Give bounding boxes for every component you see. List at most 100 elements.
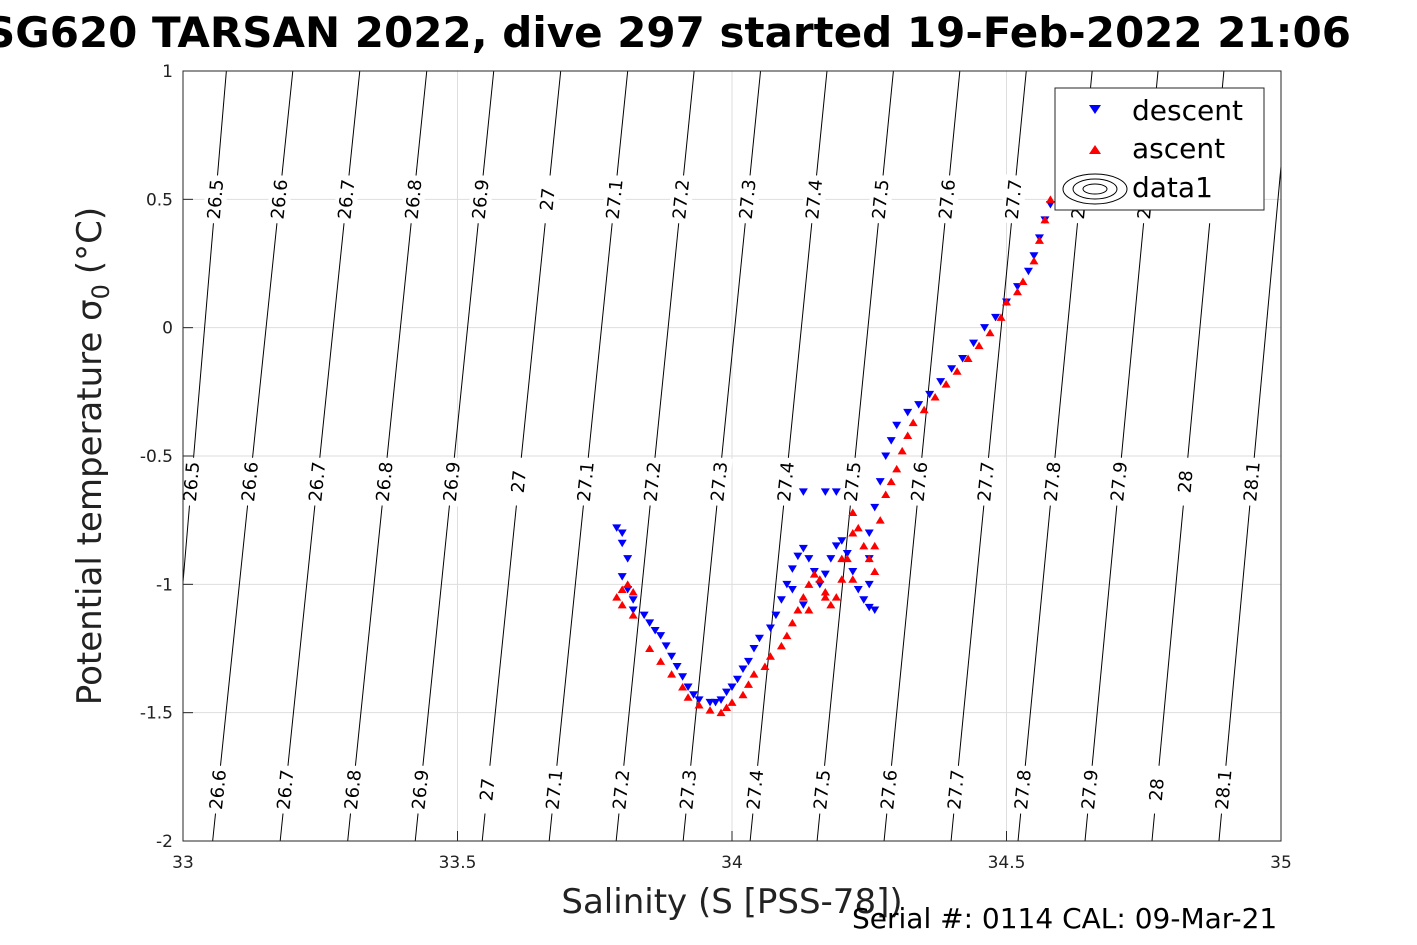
ascent-point xyxy=(1012,287,1022,296)
svg-text:26.8: 26.8 xyxy=(341,769,366,811)
isopycnal-label: 27.7 xyxy=(1000,174,1028,225)
descent-point xyxy=(881,452,891,460)
descent-point xyxy=(793,552,803,561)
isopycnal-contours: 26.5 26.5 26.6 26.6 26.6 26.7 26.7 26.7 26.8 26.8… xyxy=(178,71,1281,841)
isopycnal-label: 28 xyxy=(1172,456,1199,507)
svg-text:28.1: 28.1 xyxy=(1240,461,1265,503)
isopycnal-label: 26.6 xyxy=(204,764,232,815)
descent-point xyxy=(864,529,874,537)
y-tick-label: 1 xyxy=(162,62,173,82)
isopycnal-label: 27.9 xyxy=(1076,764,1104,815)
y-tick-label: 0 xyxy=(162,319,173,339)
descent-point xyxy=(716,696,726,704)
ascent-point xyxy=(782,631,792,640)
descent-point xyxy=(815,580,825,589)
ascent-point xyxy=(864,554,874,563)
svg-text:27.8: 27.8 xyxy=(1011,769,1036,811)
descent-point xyxy=(958,354,968,363)
isopycnal-label: 27.5 xyxy=(867,174,895,225)
ascent-point xyxy=(798,593,808,601)
descent-point xyxy=(722,688,732,697)
svg-text:27.1: 27.1 xyxy=(603,178,628,220)
descent-point xyxy=(837,537,847,545)
descent-point xyxy=(656,632,666,640)
svg-text:27.8: 27.8 xyxy=(1041,461,1066,503)
isopycnal-label: 28 xyxy=(1143,764,1170,815)
ascent-point xyxy=(985,328,995,337)
ascent-point xyxy=(683,693,693,701)
ascent-point xyxy=(974,341,984,350)
descent-point xyxy=(743,657,753,666)
svg-text:28: 28 xyxy=(1175,469,1198,494)
svg-text:26.7: 26.7 xyxy=(335,178,360,220)
ascent-point xyxy=(963,354,973,362)
svg-text:27.2: 27.2 xyxy=(641,461,666,503)
ascent-point xyxy=(996,313,1006,321)
isopycnal-label: 27.3 xyxy=(674,764,702,815)
isopycnal-label: 28.1 xyxy=(1238,456,1266,507)
ascent-point xyxy=(1045,195,1055,203)
isopycnal-label: 27.6 xyxy=(933,174,961,225)
svg-text:27: 27 xyxy=(476,777,499,802)
y-axis-label-unit: (°C) xyxy=(70,207,110,274)
ascent-point xyxy=(809,570,819,578)
isopycnal-label: 26.8 xyxy=(339,764,367,815)
isopycnal-label: 27.8 xyxy=(1039,456,1066,507)
descent-point xyxy=(623,555,633,563)
descent-point xyxy=(667,652,677,661)
ascent-point xyxy=(738,690,748,699)
ascent-point xyxy=(1018,277,1028,285)
svg-text:27.7: 27.7 xyxy=(944,769,969,811)
legend-ascent-marker xyxy=(1089,145,1101,154)
isopycnal-label: 26.5 xyxy=(178,456,205,507)
descent-point xyxy=(787,565,797,573)
ascent-point xyxy=(678,683,688,691)
isopycnal-label: 26.8 xyxy=(400,174,427,225)
isopycnal-label: 27.2 xyxy=(639,456,666,507)
descent-point xyxy=(798,544,808,553)
descent-point xyxy=(617,529,627,537)
svg-text:27.5: 27.5 xyxy=(869,178,894,220)
isopycnal-label: 27 xyxy=(534,174,562,225)
x-tick-label: 33.5 xyxy=(439,853,477,873)
isopycnal-label: 27 xyxy=(505,456,533,507)
ascent-point xyxy=(903,431,913,439)
svg-text:26.7: 26.7 xyxy=(305,461,330,503)
descent-point xyxy=(842,550,852,558)
descent-point xyxy=(903,408,913,417)
isopycnal-label: 27.4 xyxy=(800,174,828,225)
descent-point xyxy=(628,596,638,604)
svg-text:26.6: 26.6 xyxy=(267,178,292,220)
ascent-point xyxy=(930,392,940,401)
svg-text:27: 27 xyxy=(508,469,531,494)
ascent-point xyxy=(793,606,803,614)
x-axis-ticks: 33 33.5 34 34.5 35 xyxy=(172,831,1292,873)
svg-text:27.4: 27.4 xyxy=(802,178,827,220)
svg-text:27.6: 27.6 xyxy=(877,769,902,811)
svg-text:27.7: 27.7 xyxy=(974,461,999,503)
isopycnal-label: 26.9 xyxy=(438,456,466,507)
y-tick-label: -1 xyxy=(156,575,173,595)
descent-point xyxy=(969,339,979,348)
ascent-point xyxy=(765,652,775,660)
descent-point xyxy=(864,603,874,612)
descent-point xyxy=(617,573,627,581)
descent-point xyxy=(776,596,786,604)
svg-text:26.6: 26.6 xyxy=(206,769,231,811)
ascent-point xyxy=(820,593,830,601)
isopycnal-label: 27.4 xyxy=(741,764,769,815)
ascent-point xyxy=(886,477,896,486)
descent-point xyxy=(820,570,830,579)
svg-text:27.4: 27.4 xyxy=(774,461,799,503)
legend-box xyxy=(1054,87,1265,211)
isopycnal-label: 27 xyxy=(474,764,501,815)
svg-text:26.5: 26.5 xyxy=(180,461,204,503)
ascent-point xyxy=(804,606,814,614)
isopycnal-label: 27.6 xyxy=(875,764,903,815)
descent-point xyxy=(650,627,660,635)
descent-point xyxy=(1012,283,1022,291)
ascent-point xyxy=(848,575,858,583)
descent-point xyxy=(936,378,946,386)
ascent-point xyxy=(760,662,770,670)
legend-ascent-label: ascent xyxy=(1132,132,1225,165)
